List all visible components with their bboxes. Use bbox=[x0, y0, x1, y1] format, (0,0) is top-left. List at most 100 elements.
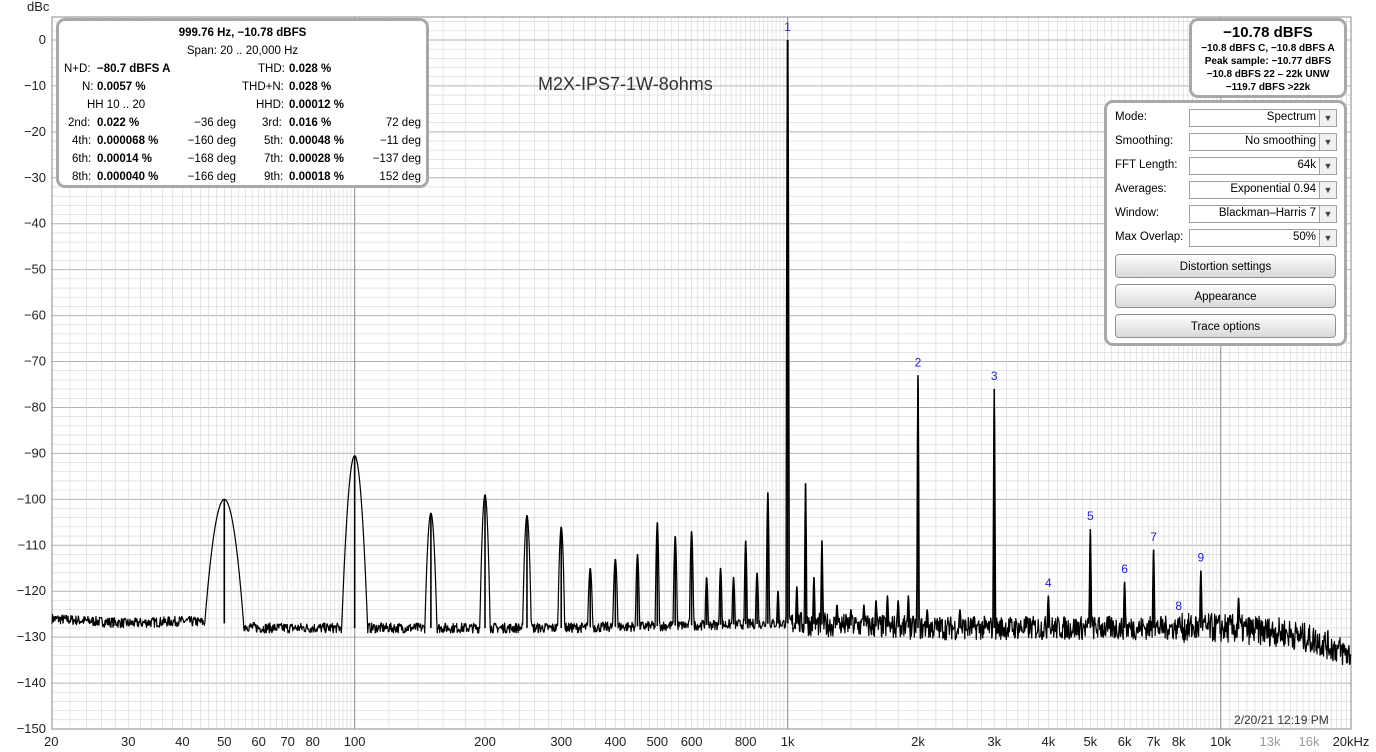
x-tick-label: 16k bbox=[1299, 734, 1320, 749]
fft-length-select[interactable]: 64k ▼ bbox=[1189, 157, 1337, 175]
window-value: Blackman–Harris 7 bbox=[1218, 207, 1316, 219]
h9-value: 0.00018 % bbox=[289, 171, 344, 183]
harmonic-label: 8 bbox=[1175, 599, 1182, 613]
window-row: Window: Blackman–Harris 7 ▼ bbox=[1115, 205, 1337, 225]
h4-value: 0.000068 % bbox=[97, 135, 159, 147]
x-tick-label: 2k bbox=[911, 734, 925, 749]
stats-header: 999.76 Hz, −10.78 dBFS bbox=[178, 27, 307, 39]
h9-phase: 152 deg bbox=[379, 171, 421, 183]
max-overlap-row: Max Overlap: 50% ▼ bbox=[1115, 229, 1337, 249]
y-tick-label: −30 bbox=[24, 170, 46, 185]
level-main: −10.78 dBFS bbox=[1223, 24, 1313, 41]
smoothing-select[interactable]: No smoothing ▼ bbox=[1189, 133, 1337, 151]
x-tick-label: 100 bbox=[344, 734, 366, 749]
y-tick-label: 0 bbox=[39, 32, 46, 47]
h3-value: 0.016 % bbox=[289, 117, 332, 129]
y-tick-label: −110 bbox=[18, 537, 46, 552]
harmonic-label: 5 bbox=[1087, 509, 1094, 523]
harmonic-label: 4 bbox=[1045, 576, 1052, 590]
x-tick-label: 80 bbox=[305, 734, 319, 749]
x-tick-label: 600 bbox=[681, 734, 703, 749]
h7-phase: −137 deg bbox=[372, 153, 421, 165]
y-tick-label: −50 bbox=[24, 262, 46, 277]
chevron-down-icon: ▼ bbox=[1319, 206, 1336, 222]
h5-phase: −11 deg bbox=[379, 135, 421, 147]
y-tick-label: −130 bbox=[17, 629, 46, 644]
x-tick-label: 20kHz bbox=[1333, 734, 1370, 749]
max-overlap-label: Max Overlap: bbox=[1115, 231, 1184, 243]
hh-range-label: HH 10 .. 20 bbox=[87, 99, 146, 111]
x-tick-label: 20 bbox=[44, 734, 58, 749]
h6-label: 6th: bbox=[72, 153, 92, 165]
chevron-down-icon: ▼ bbox=[1319, 134, 1336, 150]
stats-span: Span: 20 .. 20,000 Hz bbox=[186, 45, 299, 57]
chevron-down-icon: ▼ bbox=[1319, 182, 1336, 198]
h8-label: 8th: bbox=[72, 171, 92, 183]
x-tick-label: 300 bbox=[550, 734, 572, 749]
x-tick-label: 7k bbox=[1147, 734, 1161, 749]
x-tick-label: 3k bbox=[987, 734, 1001, 749]
noise-value: 0.0057 % bbox=[97, 81, 146, 93]
spectrum-trace-line bbox=[51, 48, 1352, 666]
averages-label: Averages: bbox=[1115, 183, 1167, 195]
window-label: Window: bbox=[1115, 207, 1160, 219]
y-tick-label: −90 bbox=[24, 445, 46, 460]
level-weighted: −10.8 dBFS C, −10.8 dBFS A bbox=[1201, 43, 1335, 54]
y-tick-label: −70 bbox=[24, 354, 46, 369]
averages-select[interactable]: Exponential 0.94 ▼ bbox=[1189, 181, 1337, 199]
trace-options-button[interactable]: Trace options bbox=[1115, 314, 1336, 338]
h3-phase: 72 deg bbox=[385, 117, 421, 129]
smoothing-label: Smoothing: bbox=[1115, 135, 1174, 147]
harmonic-label: 7 bbox=[1150, 530, 1157, 544]
analyzer-settings-panel: Mode: Spectrum ▼ Smoothing: No smoothing… bbox=[1104, 100, 1347, 346]
x-tick-label: 60 bbox=[251, 734, 265, 749]
h4-phase: −160 deg bbox=[187, 135, 236, 147]
h5-value: 0.00048 % bbox=[289, 135, 344, 147]
y-tick-label: −120 bbox=[17, 583, 46, 598]
h5-label: 5th: bbox=[264, 135, 284, 147]
x-tick-label: 4k bbox=[1041, 734, 1055, 749]
h3-label: 3rd: bbox=[262, 117, 282, 129]
chevron-down-icon: ▼ bbox=[1319, 158, 1336, 174]
spectrum-trace bbox=[51, 39, 1352, 666]
h6-phase: −168 deg bbox=[187, 153, 236, 165]
h7-value: 0.00028 % bbox=[289, 153, 344, 165]
smoothing-row: Smoothing: No smoothing ▼ bbox=[1115, 133, 1337, 153]
distortion-stats-panel: 999.76 Hz, −10.78 dBFS Span: 20 .. 20,00… bbox=[56, 18, 429, 188]
harmonic-label: 6 bbox=[1121, 562, 1128, 576]
thdn-label: THD+N: bbox=[242, 81, 284, 93]
h4-label: 4th: bbox=[72, 135, 92, 147]
max-overlap-select[interactable]: 50% ▼ bbox=[1189, 229, 1337, 247]
thd-label: THD: bbox=[258, 63, 285, 75]
thdn-value: 0.028 % bbox=[289, 81, 332, 93]
hhd-label: HHD: bbox=[256, 99, 285, 111]
chevron-down-icon: ▼ bbox=[1319, 110, 1336, 126]
nd-value: −80.7 dBFS A bbox=[97, 63, 171, 75]
y-tick-label: −150 bbox=[17, 721, 46, 736]
mode-select[interactable]: Spectrum ▼ bbox=[1189, 109, 1337, 127]
mode-value: Spectrum bbox=[1266, 111, 1316, 123]
harmonic-label: 1 bbox=[784, 20, 791, 34]
fft-length-row: FFT Length: 64k ▼ bbox=[1115, 157, 1337, 177]
level-peak-sample: Peak sample: −10.77 dBFS bbox=[1204, 56, 1332, 67]
y-tick-label: −60 bbox=[24, 308, 46, 323]
distortion-settings-button[interactable]: Distortion settings bbox=[1115, 254, 1336, 278]
level-readout-panel: −10.78 dBFS −10.8 dBFS C, −10.8 dBFS A P… bbox=[1189, 18, 1347, 98]
h6-value: 0.00014 % bbox=[97, 153, 152, 165]
mode-label: Mode: bbox=[1115, 111, 1147, 123]
max-overlap-value: 50% bbox=[1292, 231, 1316, 243]
x-tick-label: 8k bbox=[1172, 734, 1186, 749]
thd-value: 0.028 % bbox=[289, 63, 332, 75]
timestamp: 2/20/21 12:19 PM bbox=[1234, 713, 1329, 727]
axes: 0 −10 −20 −30 −40 −50 −60 −70 −80 −90 −100 −110 −120… bbox=[17, 32, 1370, 749]
x-tick-label: 10k bbox=[1210, 734, 1231, 749]
harmonic-label: 3 bbox=[991, 369, 998, 383]
harmonic-label: 2 bbox=[915, 355, 922, 369]
y-tick-label: −40 bbox=[24, 216, 46, 231]
h9-label: 9th: bbox=[264, 171, 284, 183]
x-tick-label: 5k bbox=[1083, 734, 1097, 749]
appearance-button[interactable]: Appearance bbox=[1115, 284, 1336, 308]
window-select[interactable]: Blackman–Harris 7 ▼ bbox=[1189, 205, 1337, 223]
h7-label: 7th: bbox=[264, 153, 284, 165]
harmonic-labels: 1 2 3 4 5 6 7 8 9 bbox=[784, 20, 1204, 613]
